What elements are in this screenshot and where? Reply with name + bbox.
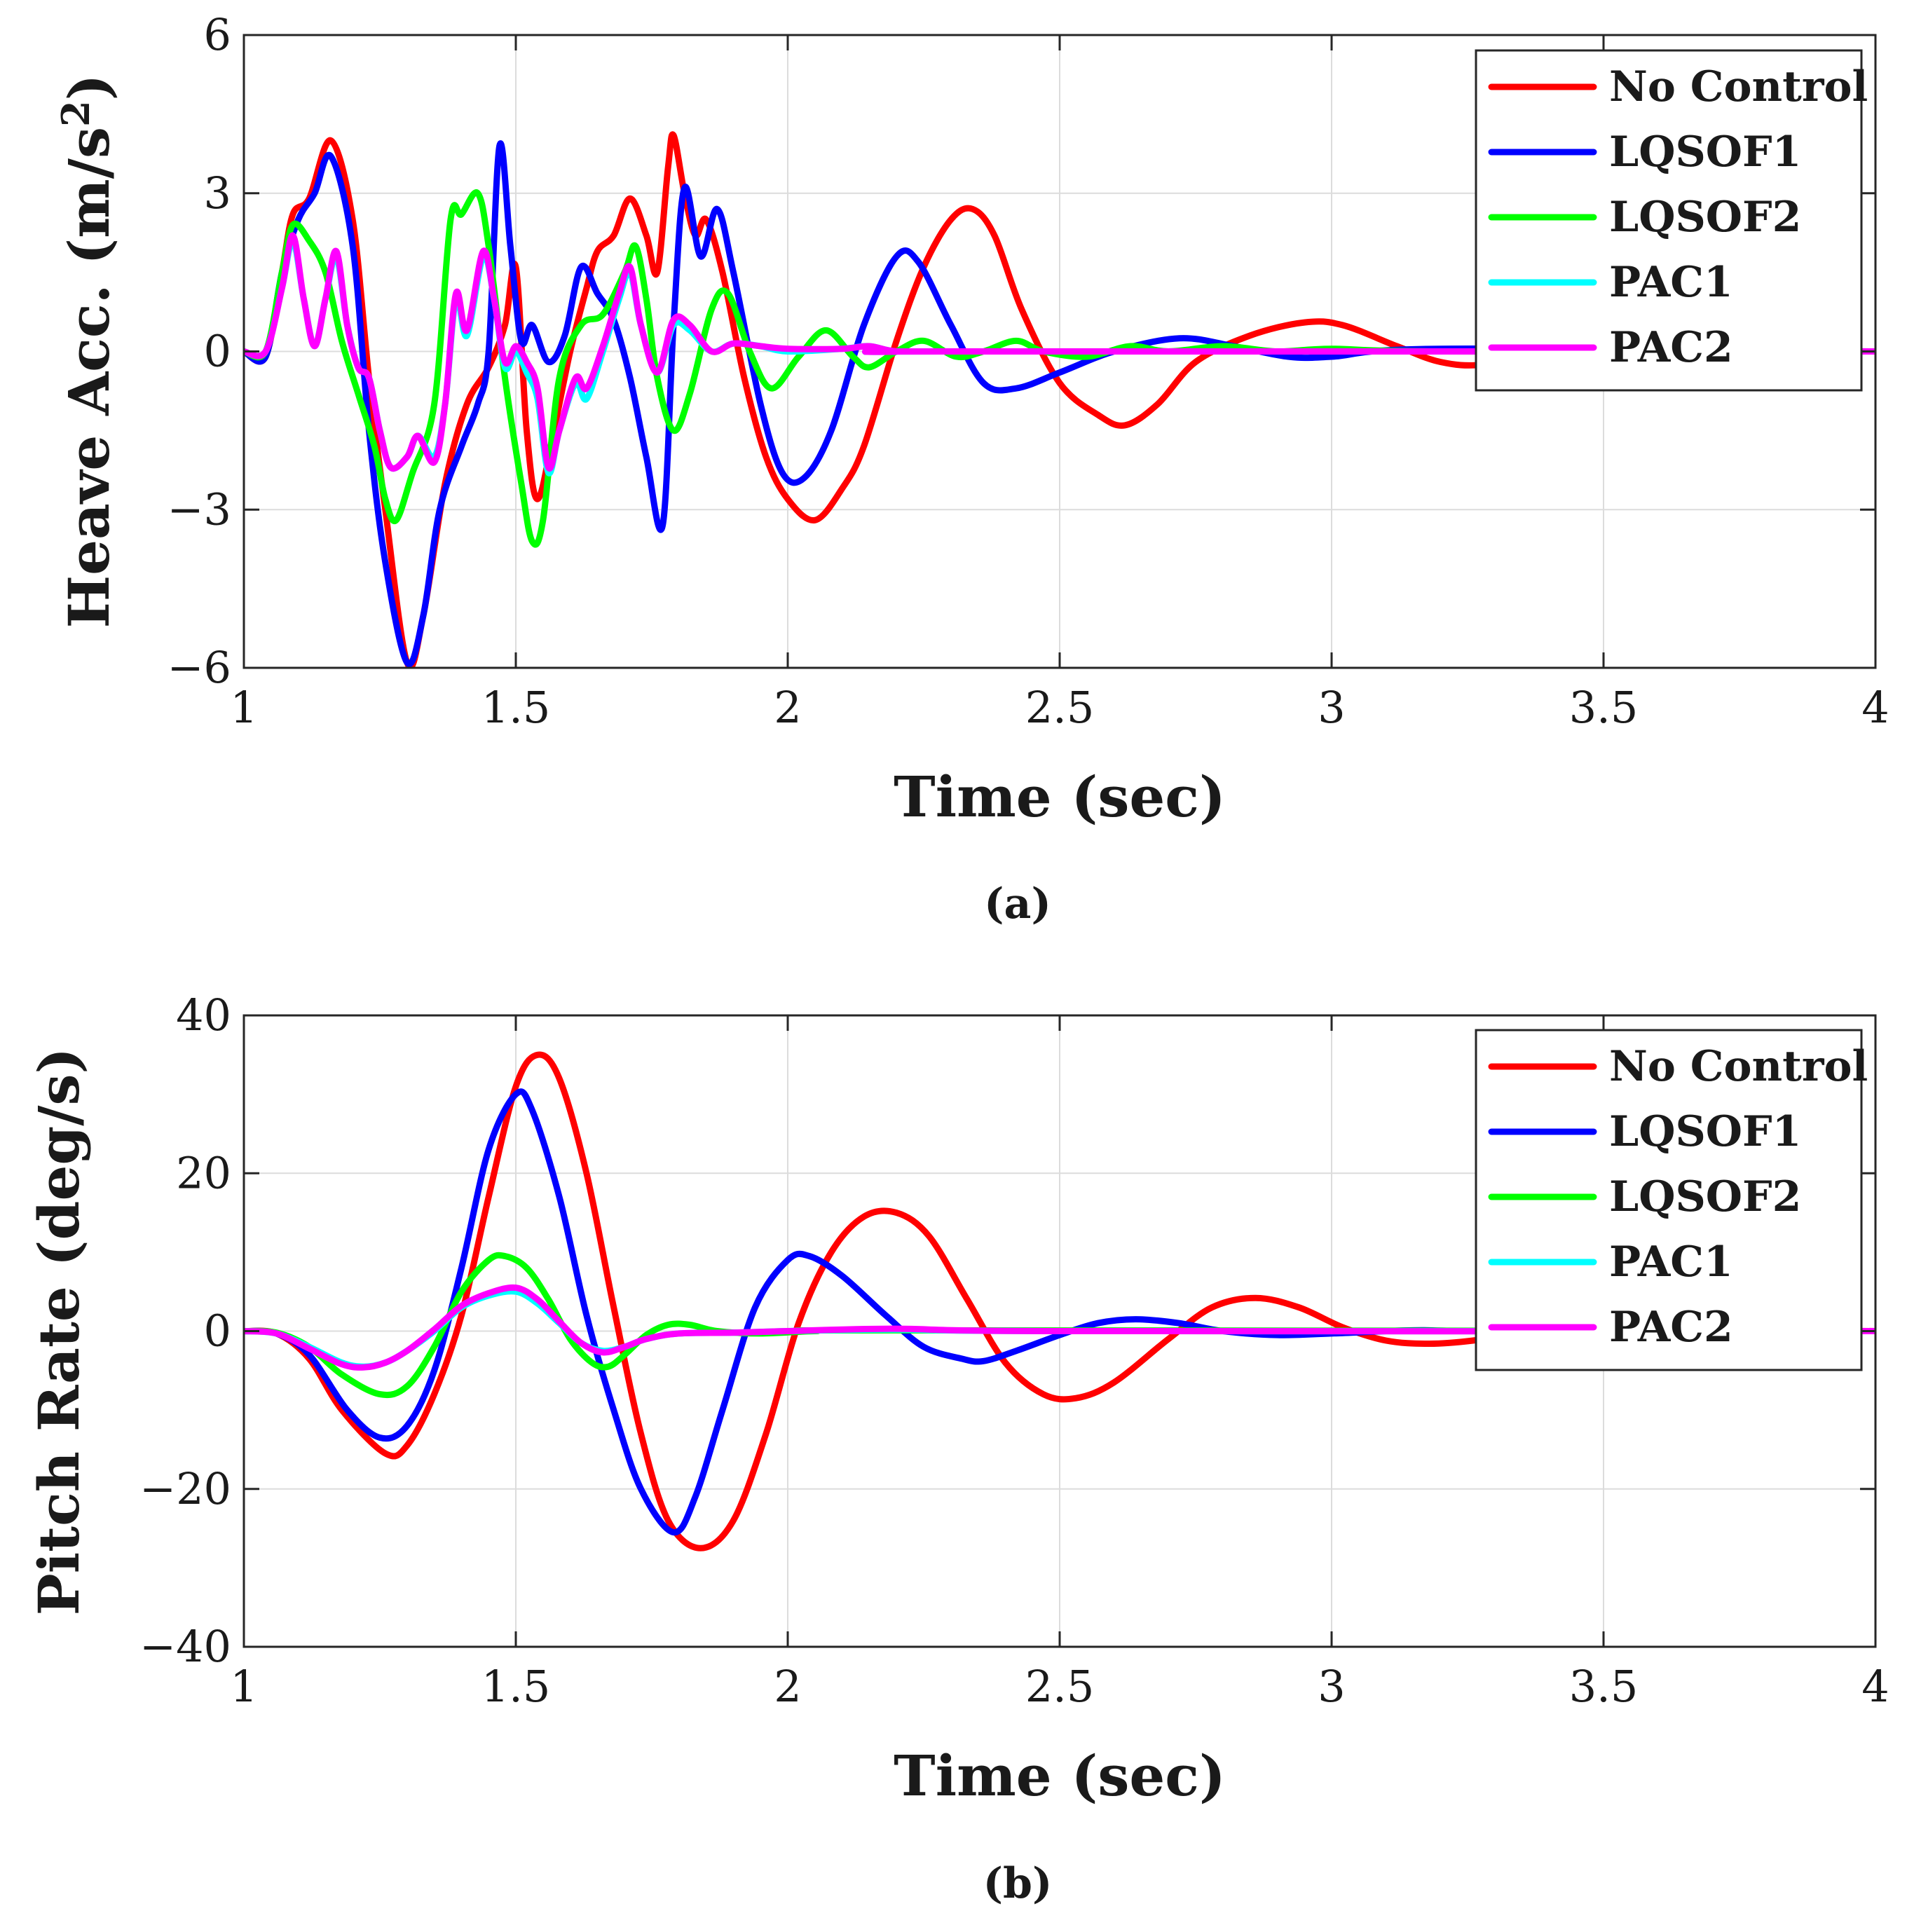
x-tick-label: 2	[774, 682, 801, 733]
y-tick-label: 3	[204, 167, 231, 219]
y-axis-label-a-superscript: 2	[53, 100, 98, 127]
plot-series-a	[244, 131, 1875, 668]
legend-label-lqsof2: LQSOF2	[1609, 193, 1801, 242]
x-tick-label: 1.5	[481, 1661, 551, 1712]
y-axis-label-a: Heave Acc. (m/s2)	[53, 74, 122, 629]
ytick-labels-b: −40 −20 0 20 40	[139, 989, 231, 1672]
legend-label-pac1: PAC1	[1609, 258, 1733, 307]
series-line-no-control	[244, 131, 1875, 668]
x-tick-label: 2.5	[1025, 1661, 1095, 1712]
legend-label-no-control: No Control	[1609, 1042, 1868, 1091]
y-axis-label-a-suffix: )	[56, 74, 122, 101]
y-axis-label-a-main: Heave Acc. (m/s	[56, 127, 122, 629]
x-tick-label: 4	[1861, 682, 1889, 733]
series-line-pac2	[244, 1284, 1875, 1371]
x-axis-label-b: Time (sec)	[894, 1743, 1226, 1809]
caption-a: (a)	[984, 879, 1051, 929]
x-tick-label: 2.5	[1025, 682, 1095, 733]
series-line-lqsof2	[244, 189, 1875, 548]
legend-entries-b: No Control LQSOF1 LQSOF2 PAC1 PAC2	[1488, 1042, 1868, 1352]
legend-label-lqsof1: LQSOF1	[1609, 1107, 1801, 1156]
legend-label-no-control: No Control	[1609, 62, 1868, 111]
ytick-labels-a: −6 −3 0 3 6	[168, 9, 231, 693]
plot-series-b	[244, 1051, 1875, 1551]
x-tick-label: 3.5	[1569, 1661, 1639, 1712]
legend-label-pac1: PAC1	[1609, 1238, 1733, 1287]
legend-label-lqsof2: LQSOF2	[1609, 1172, 1801, 1221]
series-line-lqsof1	[244, 140, 1875, 668]
legend-label-pac2: PAC2	[1609, 323, 1733, 372]
x-tick-label: 3.5	[1569, 682, 1639, 733]
x-tick-label: 1	[230, 682, 257, 733]
series-line-pac2	[244, 232, 1875, 472]
x-axis-label-a: Time (sec)	[894, 764, 1226, 830]
xtick-labels-a: 1 1.5 2 2.5 3 3.5 4	[230, 682, 1889, 733]
ticks-b	[242, 1014, 1877, 1648]
x-tick-label: 1.5	[481, 682, 551, 733]
y-tick-label: 40	[176, 989, 231, 1041]
x-tick-label: 1	[230, 1661, 257, 1712]
ticks-a	[242, 34, 1877, 669]
y-tick-label: 0	[204, 1306, 231, 1357]
x-tick-label: 3	[1318, 682, 1345, 733]
y-tick-label: −40	[139, 1621, 231, 1672]
caption-b: (b)	[983, 1859, 1053, 1908]
legend-b: No Control LQSOF1 LQSOF2 PAC1 PAC2	[1475, 1029, 1868, 1371]
y-tick-label: 6	[204, 9, 231, 60]
legend-a: No Control LQSOF1 LQSOF2 PAC1 PAC2	[1475, 49, 1868, 392]
y-tick-label: −3	[168, 484, 231, 535]
chart-panel-b: 1 1.5 2 2.5 3 3.5 4 −40 −20 0 20 40 Time (sec) Pit…	[26, 989, 1889, 1908]
series-line-no-control	[244, 1051, 1875, 1551]
y-tick-label: 0	[204, 326, 231, 377]
y-tick-label: −20	[139, 1463, 231, 1514]
legend-entries-a: No Control LQSOF1 LQSOF2 PAC1 PAC2	[1488, 62, 1868, 372]
y-tick-label: −6	[168, 642, 231, 693]
y-axis-label-b: Pitch Rate (deg/s)	[26, 1048, 92, 1616]
legend-label-pac2: PAC2	[1609, 1303, 1733, 1352]
chart-panel-a: 1 1.5 2 2.5 3 3.5 4 −6 −3 0 3 6 Time (sec) Heave A…	[53, 9, 1889, 929]
legend-label-lqsof1: LQSOF1	[1609, 128, 1801, 177]
y-tick-label: 20	[176, 1147, 231, 1198]
x-tick-label: 2	[774, 1661, 801, 1712]
xtick-labels-b: 1 1.5 2 2.5 3 3.5 4	[230, 1661, 1889, 1712]
x-tick-label: 4	[1861, 1661, 1889, 1712]
x-tick-label: 3	[1318, 1661, 1345, 1712]
